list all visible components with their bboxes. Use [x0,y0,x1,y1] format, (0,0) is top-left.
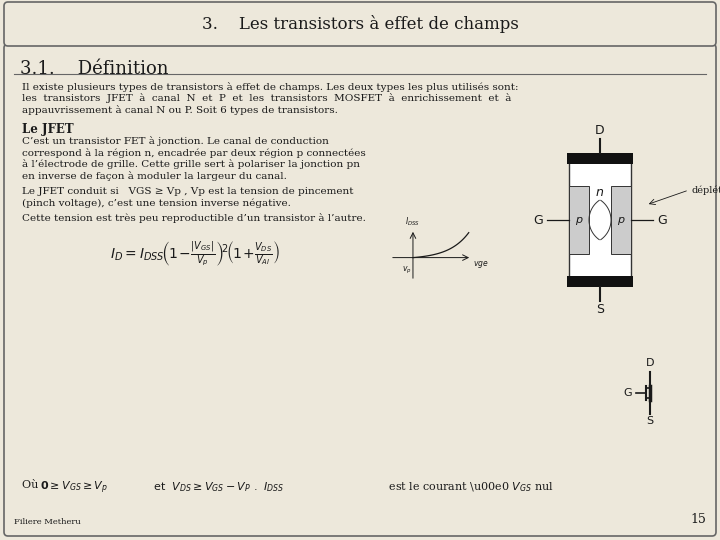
Text: $v_p$: $v_p$ [402,265,412,276]
Text: $I_{DSS}$: $I_{DSS}$ [405,215,420,228]
Text: Filiere Metheru: Filiere Metheru [14,518,81,526]
Text: appauvrissement à canal N ou P. Soit 6 types de transistors.: appauvrissement à canal N ou P. Soit 6 t… [22,105,338,115]
FancyBboxPatch shape [4,2,716,46]
Bar [567,276,633,287]
Text: S: S [596,303,604,316]
Text: p: p [618,215,624,225]
Text: D: D [595,124,605,137]
Text: G: G [624,388,632,398]
Text: (pinch voltage), c’est une tension inverse négative.: (pinch voltage), c’est une tension inver… [22,198,291,207]
Text: C’est un transistor FET à jonction. Le canal de conduction: C’est un transistor FET à jonction. Le c… [22,137,329,146]
FancyBboxPatch shape [4,44,716,536]
Text: Le JFET: Le JFET [22,123,73,136]
Text: 15: 15 [690,513,706,526]
Text: Il existe plusieurs types de transistors à effet de champs. Les deux types les p: Il existe plusieurs types de transistors… [22,82,518,92]
Text: $I_D = I_{DSS}\!\left(1\!-\!\frac{|V_{GS}|}{V_p}\right)^{\!2}\!\left(1\!+\!\frac: $I_D = I_{DSS}\!\left(1\!-\!\frac{|V_{GS… [110,239,280,268]
Bar [567,153,633,164]
Text: et  $V_{DS} \geq V_{GS} - V_P$ .  $I_{DSS}$: et $V_{DS} \geq V_{GS} - V_P$ . $I_{DSS}… [150,480,284,494]
Text: Le JFET conduit si   VGS ≥ Vp , Vp est la tension de pincement: Le JFET conduit si VGS ≥ Vp , Vp est la … [22,186,354,195]
Text: G: G [534,213,543,226]
Text: les  transistors  JFET  à  canal  N  et  P  et  les  transistors  MOSFET  à  enr: les transistors JFET à canal N et P et l… [22,93,511,103]
Text: D: D [646,358,654,368]
Text: S: S [647,416,654,426]
Text: est le courant \u00e0 $V_{GS}$ nul: est le courant \u00e0 $V_{GS}$ nul [385,480,554,494]
Text: à l’électrode de grille. Cette grille sert à polariser la jonction pn: à l’électrode de grille. Cette grille se… [22,159,360,170]
Text: p: p [575,215,582,225]
Text: déplétion: déplétion [691,185,720,195]
Text: Où: Où [22,480,45,490]
Text: en inverse de façon à moduler la largeur du canal.: en inverse de façon à moduler la largeur… [22,171,287,181]
Bar [569,155,631,285]
Bar [611,186,631,254]
Text: n: n [596,186,604,199]
Text: $\mathbf{0} \geq V_{GS} \geq V_p$: $\mathbf{0} \geq V_{GS} \geq V_p$ [40,480,108,496]
Text: Cette tension est très peu reproductible d’un transistor à l’autre.: Cette tension est très peu reproductible… [22,213,366,224]
Text: $vge$: $vge$ [473,259,489,269]
Text: correspond à la région n, encadrée par deux région p connectées: correspond à la région n, encadrée par d… [22,148,366,158]
Bar [569,186,589,254]
Text: 3.1.    Définition: 3.1. Définition [20,60,168,78]
Text: G: G [657,213,667,226]
Text: 3.    Les transistors à effet de champs: 3. Les transistors à effet de champs [202,15,518,33]
